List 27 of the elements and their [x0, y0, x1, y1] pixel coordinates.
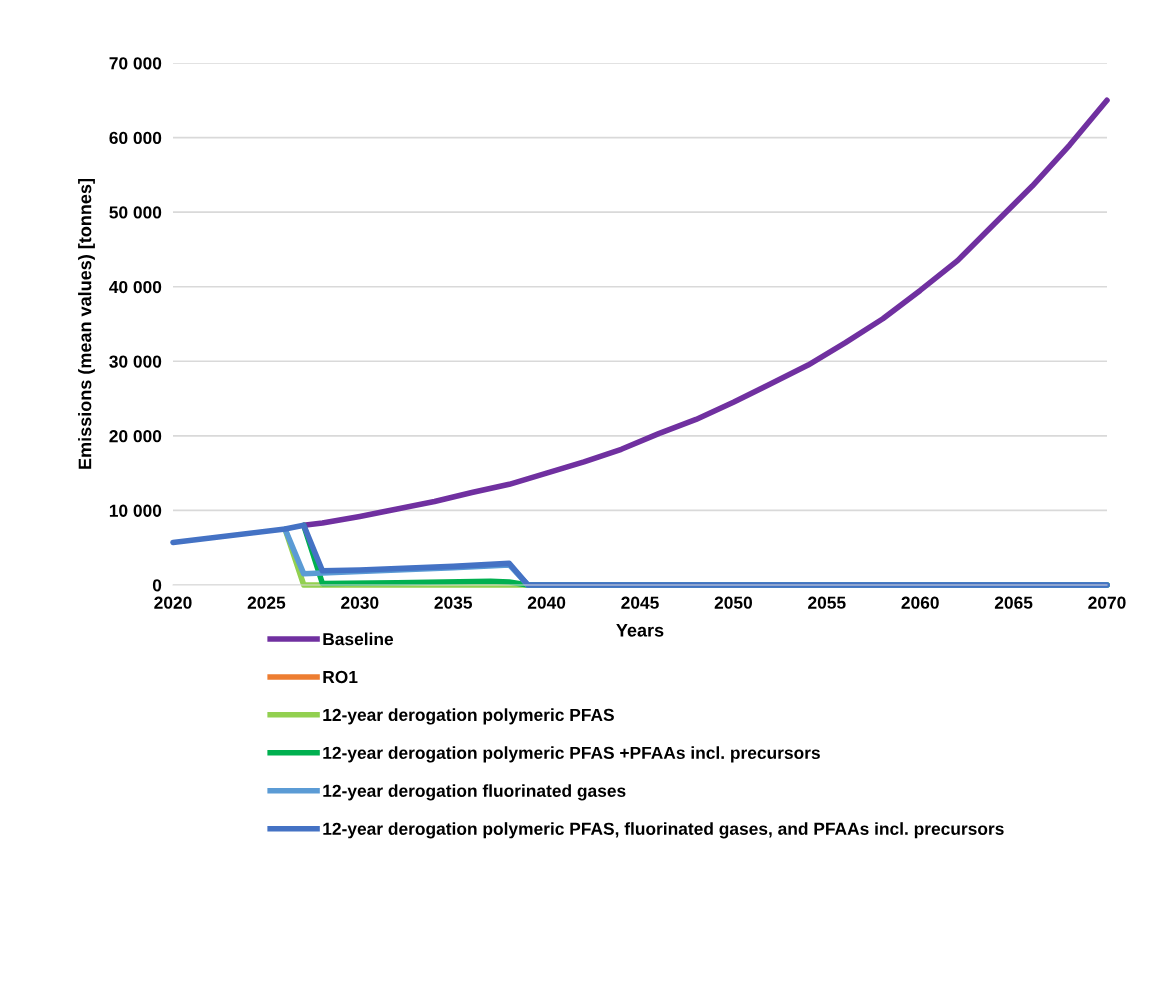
y-tick-label: 30 000 — [109, 355, 162, 368]
legend-label: 12-year derogation polymeric PFAS +PFAAs incl. precursors — [323, 746, 820, 763]
x-tick-label: 2065 — [994, 596, 1033, 609]
x-axis-title: Years — [616, 624, 664, 637]
x-tick-label: 2060 — [901, 596, 939, 609]
x-tick-label: 2035 — [434, 596, 473, 609]
x-tick-label: 2070 — [1088, 596, 1126, 609]
y-tick-label: 40 000 — [109, 280, 162, 294]
y-tick-label: 20 000 — [109, 430, 162, 443]
legend-label: RO1 — [323, 670, 358, 684]
y-axis-title: Emissions (mean values) [tonnes] — [78, 179, 95, 469]
y-tick-label: 0 — [152, 579, 162, 592]
legend-label: 12-year derogation polymeric PFAS, fluorinated gases, and PFAAs incl. precursors — [323, 822, 1004, 839]
x-tick-label: 2045 — [621, 596, 659, 609]
legend-label: 12-year derogation fluorinated gases — [323, 784, 626, 801]
x-tick-label: 2020 — [154, 596, 192, 609]
y-tick-label: 60 000 — [109, 131, 162, 145]
x-tick-label: 2040 — [527, 596, 566, 609]
y-tick-label: 70 000 — [109, 57, 162, 70]
x-tick-label: 2050 — [714, 596, 752, 609]
legend-label: Baseline — [323, 632, 394, 646]
y-tick-label: 10 000 — [109, 504, 162, 517]
x-tick-label: 2030 — [341, 596, 379, 609]
x-tick-label: 2055 — [808, 596, 846, 609]
y-tick-label: 50 000 — [109, 206, 162, 219]
legend-label: 12-year derogation polymeric PFAS — [323, 708, 614, 725]
x-tick-label: 2025 — [247, 596, 286, 609]
